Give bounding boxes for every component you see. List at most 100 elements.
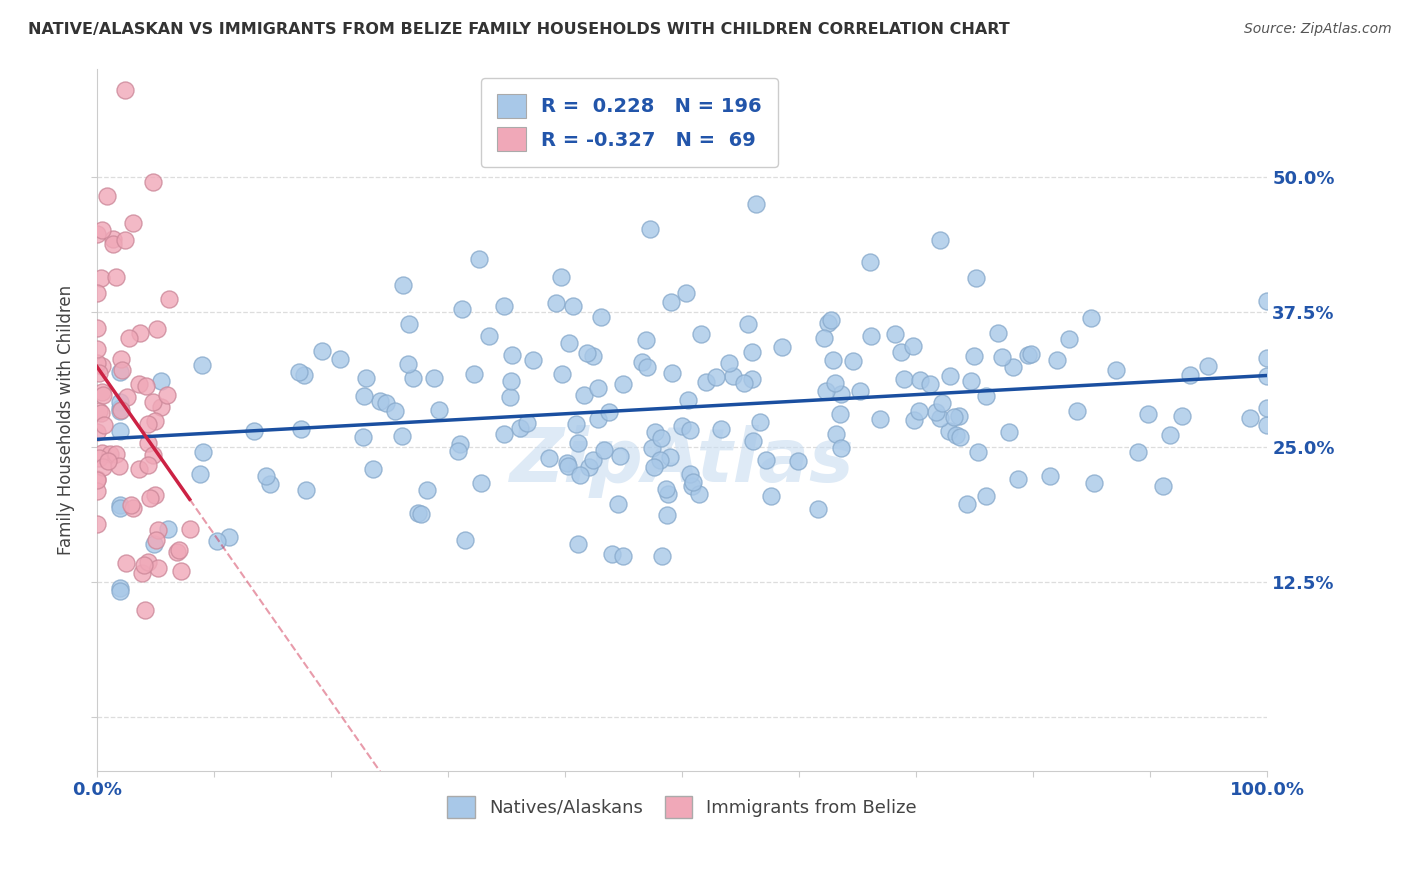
Point [114, 83, 136, 97]
Point [91, 359, 114, 373]
Point [744, 197, 766, 211]
Point [98, 447, 121, 461]
Point [907, 404, 929, 418]
Point [1152, 478, 1174, 492]
Point [108, 501, 131, 516]
Point [657, 487, 679, 501]
Point [1080, 311, 1102, 326]
Point [295, 483, 318, 498]
Point [643, 460, 665, 475]
Point [86, 474, 108, 488]
Point [287, 365, 309, 379]
Point [103, 231, 125, 245]
Point [145, 533, 167, 548]
Point [90, 271, 112, 285]
Point [91, 459, 114, 474]
Point [721, 369, 744, 384]
Point [108, 584, 131, 599]
Point [949, 430, 972, 444]
Point [205, 533, 228, 548]
Point [1039, 469, 1062, 483]
Point [903, 339, 925, 353]
Point [370, 394, 392, 409]
Point [562, 299, 585, 313]
Point [311, 344, 333, 359]
Point [108, 394, 131, 409]
Point [87, 404, 110, 418]
Point [136, 435, 159, 450]
Point [557, 459, 579, 474]
Text: Source: ZipAtlas.com: Source: ZipAtlas.com [1244, 22, 1392, 37]
Text: NATIVE/ALASKAN VS IMMIGRANTS FROM BELIZE FAMILY HOUSEHOLDS WITH CHILDREN CORRELA: NATIVE/ALASKAN VS IMMIGRANTS FROM BELIZE… [28, 22, 1010, 37]
Point [640, 222, 662, 236]
Point [759, 489, 782, 503]
Point [966, 445, 988, 459]
Point [828, 407, 851, 421]
Point [689, 326, 711, 341]
Point [681, 479, 703, 493]
Point [849, 384, 872, 398]
Point [134, 603, 156, 617]
Point [965, 271, 987, 285]
Point [129, 326, 152, 341]
Point [122, 500, 145, 515]
Point [1007, 473, 1029, 487]
Point [1066, 404, 1088, 418]
Point [576, 346, 599, 360]
Point [650, 431, 672, 445]
Point [108, 365, 131, 379]
Point [128, 377, 150, 392]
Point [987, 326, 1010, 341]
Point [87, 367, 110, 381]
Point [1256, 417, 1278, 432]
Point [538, 450, 561, 465]
Point [139, 491, 162, 505]
Point [842, 354, 865, 368]
Point [903, 413, 925, 427]
Point [565, 417, 588, 432]
Point [787, 454, 810, 468]
Point [1059, 332, 1081, 346]
Point [859, 255, 882, 269]
Point [329, 352, 352, 367]
Point [598, 405, 620, 419]
Point [108, 404, 131, 418]
Point [1159, 427, 1181, 442]
Point [169, 564, 191, 578]
Point [704, 370, 727, 384]
Point [90, 406, 112, 420]
Point [104, 269, 127, 284]
Point [478, 329, 501, 343]
Point [86, 425, 108, 439]
Point [243, 424, 266, 438]
Point [641, 441, 664, 455]
Point [890, 344, 912, 359]
Point [1017, 348, 1039, 362]
Point [1239, 411, 1261, 425]
Point [963, 349, 986, 363]
Point [807, 502, 830, 516]
Point [138, 458, 160, 472]
Point [492, 426, 515, 441]
Point [108, 401, 131, 416]
Point [938, 424, 960, 438]
Point [451, 301, 474, 316]
Point [138, 417, 160, 431]
Point [710, 422, 733, 436]
Point [593, 443, 616, 458]
Point [423, 370, 446, 384]
Point [96, 189, 118, 203]
Point [956, 498, 979, 512]
Point [1001, 360, 1024, 375]
Point [108, 458, 131, 473]
Point [675, 286, 697, 301]
Point [636, 359, 658, 374]
Point [363, 461, 385, 475]
Point [651, 549, 673, 564]
Point [509, 421, 531, 435]
Point [1019, 347, 1042, 361]
Point [931, 395, 953, 409]
Point [142, 176, 165, 190]
Point [86, 472, 108, 486]
Point [655, 508, 678, 522]
